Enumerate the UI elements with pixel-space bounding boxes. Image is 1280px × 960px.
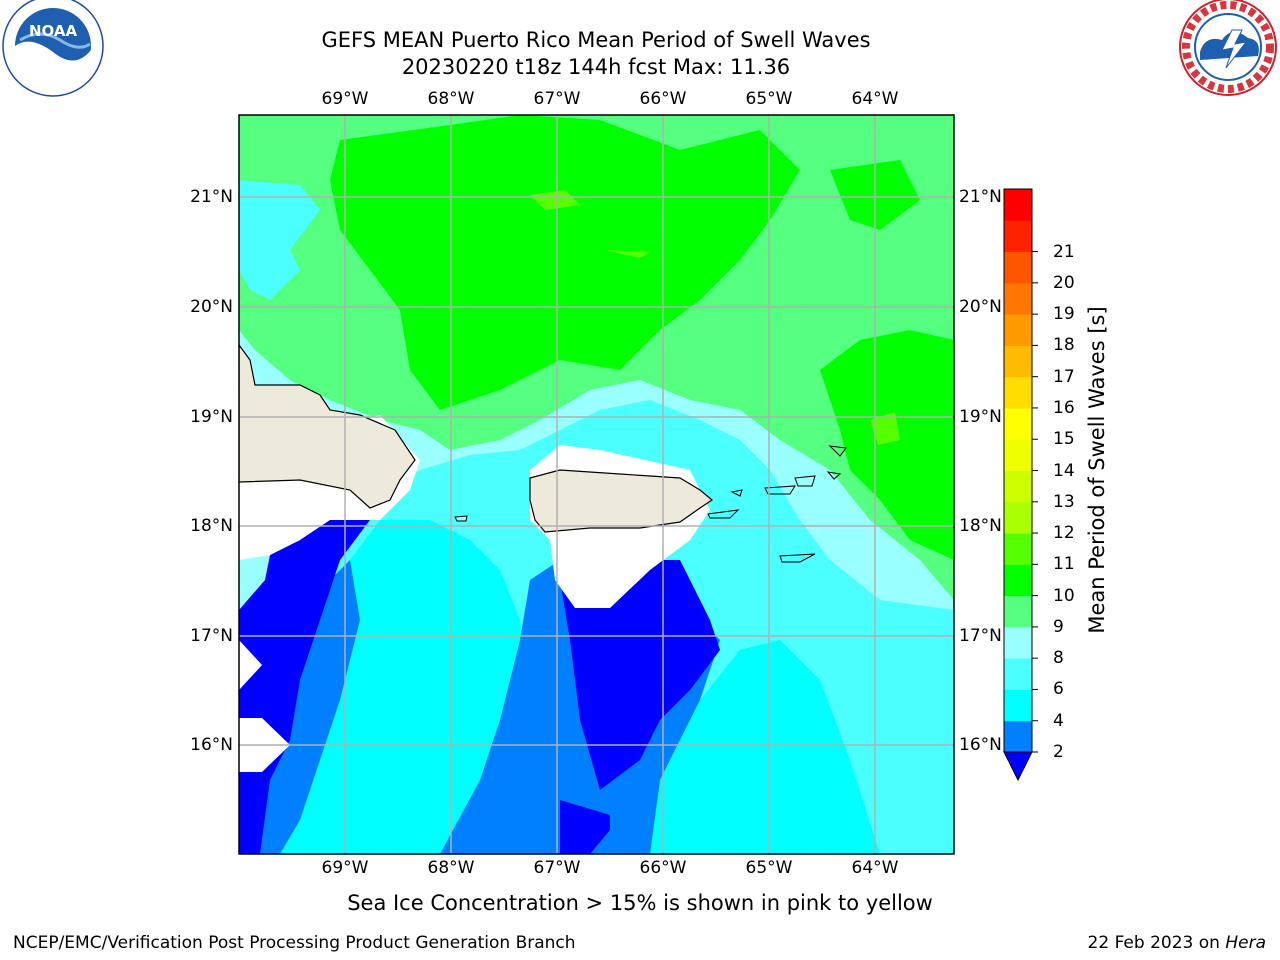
lon-label-bottom: 64°W xyxy=(851,858,899,878)
colorbar-segment xyxy=(1004,501,1032,534)
colorbar-segment xyxy=(1004,407,1032,440)
colorbar-segment xyxy=(1004,689,1032,722)
nws-logo xyxy=(1178,0,1278,97)
lat-label-right: 17°N xyxy=(959,626,1002,646)
colorbar-segment xyxy=(1004,314,1032,346)
colorbar-segment xyxy=(1004,345,1032,378)
colorbar-segment xyxy=(1004,439,1032,471)
colorbar-tick-label: 20 xyxy=(1053,272,1075,293)
colorbar-tick-label: 18 xyxy=(1053,335,1075,356)
lat-label-left: 19°N xyxy=(190,407,233,427)
footer-date: 22 Feb 2023 on Hera xyxy=(1088,933,1266,953)
colorbar-segment xyxy=(1004,626,1032,659)
colorbar-segment xyxy=(1004,533,1032,565)
colorbar-segment xyxy=(1004,220,1032,253)
colorbar-tick-label: 4 xyxy=(1053,710,1064,731)
colorbar-segment xyxy=(1004,658,1032,690)
lon-label-top: 69°W xyxy=(321,89,369,109)
lon-label-top: 67°W xyxy=(533,89,581,109)
colorbar-tick-label: 15 xyxy=(1053,429,1075,450)
noaa-logo: NOAA xyxy=(2,0,104,97)
lon-label-bottom: 66°W xyxy=(639,858,687,878)
colorbar-segment xyxy=(1004,564,1032,597)
colorbar-tick-label: 9 xyxy=(1053,616,1064,637)
noaa-logo-text: NOAA xyxy=(29,22,78,40)
colorbar-segment xyxy=(1004,282,1032,315)
chart-title: GEFS MEAN Puerto Rico Mean Period of Swe… xyxy=(321,28,871,52)
lon-label-top: 68°W xyxy=(427,89,475,109)
lat-label-left: 21°N xyxy=(190,187,233,207)
colorbar-tick-label: 6 xyxy=(1053,679,1064,700)
lat-label-right: 21°N xyxy=(959,187,1002,207)
colorbar-tick-label: 13 xyxy=(1053,491,1075,512)
colorbar-tick-label: 2 xyxy=(1053,742,1064,762)
colorbar-segment xyxy=(1004,376,1032,409)
lat-label-right: 16°N xyxy=(959,735,1002,755)
lon-label-top: 65°W xyxy=(745,89,793,109)
colorbar-segment xyxy=(1004,470,1032,503)
sea-ice-caption: Sea Ice Concentration > 15% is shown in … xyxy=(347,891,933,915)
footer-machine: Hera xyxy=(1225,933,1266,953)
colorbar-tick-label: 14 xyxy=(1053,460,1075,481)
lon-label-bottom: 69°W xyxy=(321,858,369,878)
colorbar xyxy=(1003,188,1038,782)
lat-label-right: 18°N xyxy=(959,516,1002,536)
footer-credit: NCEP/EMC/Verification Post Processing Pr… xyxy=(13,933,576,953)
colorbar-tick-label: 8 xyxy=(1053,648,1064,669)
colorbar-tick-label: 19 xyxy=(1053,304,1075,325)
colorbar-tick-label: 10 xyxy=(1053,585,1075,606)
colorbar-tick-label: 21 xyxy=(1053,241,1075,262)
footer-date-text: 22 Feb 2023 on xyxy=(1087,933,1226,953)
colorbar-tick-label: 17 xyxy=(1053,366,1075,387)
lat-label-right: 20°N xyxy=(959,297,1002,317)
colorbar-tick-label: 12 xyxy=(1053,523,1075,544)
lat-label-left: 17°N xyxy=(190,626,233,646)
lon-label-bottom: 67°W xyxy=(533,858,581,878)
lat-label-left: 18°N xyxy=(190,516,233,536)
chart-subtitle: 20230220 t18z 144h fcst Max: 11.36 xyxy=(401,55,791,79)
lon-label-top: 64°W xyxy=(851,89,899,109)
colorbar-segment xyxy=(1004,720,1032,753)
lat-label-left: 20°N xyxy=(190,297,233,317)
map-frame xyxy=(238,114,955,855)
colorbar-extend-arrow xyxy=(1003,751,1033,782)
lat-label-right: 19°N xyxy=(959,407,1002,427)
lon-label-bottom: 68°W xyxy=(427,858,475,878)
colorbar-segment xyxy=(1004,251,1032,284)
colorbar-tick-label: 16 xyxy=(1053,397,1075,418)
lat-label-left: 16°N xyxy=(190,735,233,755)
colorbar-tick-label: 11 xyxy=(1053,554,1075,575)
colorbar-title: Mean Period of Swell Waves [s] xyxy=(1085,306,1109,634)
map-graticule xyxy=(239,115,954,854)
swell-period-field xyxy=(239,115,954,854)
lon-label-top: 66°W xyxy=(639,89,687,109)
lon-label-bottom: 65°W xyxy=(745,858,793,878)
colorbar-segment xyxy=(1004,595,1032,628)
colorbar-segment xyxy=(1004,189,1032,221)
